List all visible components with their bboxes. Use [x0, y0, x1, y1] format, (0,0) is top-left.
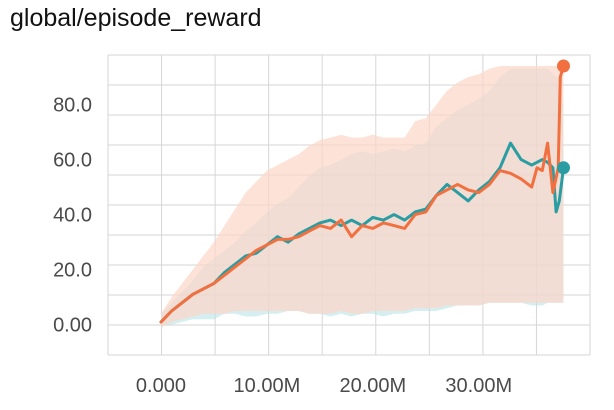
y-tick-label: 0.00 [53, 315, 92, 337]
y-tick-labels: 0.00 20.0 40.0 60.0 80.0 [53, 95, 92, 337]
series-band-2 [161, 66, 564, 328]
y-tick-label: 20.0 [53, 260, 92, 282]
series-line-1 [159, 141, 565, 324]
series-line-2 [159, 64, 565, 324]
series-end-marker-1 [557, 161, 570, 175]
x-tick-label: 20.00M [339, 375, 406, 397]
series-lines [159, 64, 565, 324]
x-tick-label: 0.000 [136, 375, 186, 397]
variance-bands [161, 66, 564, 328]
endpoint-markers [557, 59, 570, 175]
y-tick-label: 40.0 [53, 205, 92, 227]
series-end-marker-2 [557, 59, 570, 73]
y-tick-label: 80.0 [53, 95, 92, 117]
x-tick-label: 30.00M [445, 375, 512, 397]
y-tick-label: 60.0 [53, 150, 92, 172]
x-tick-label: 10.00M [234, 375, 301, 397]
x-tick-labels: 0.000 10.00M 20.00M 30.00M [136, 375, 512, 397]
chart-title: global/episode_reward [10, 4, 262, 32]
